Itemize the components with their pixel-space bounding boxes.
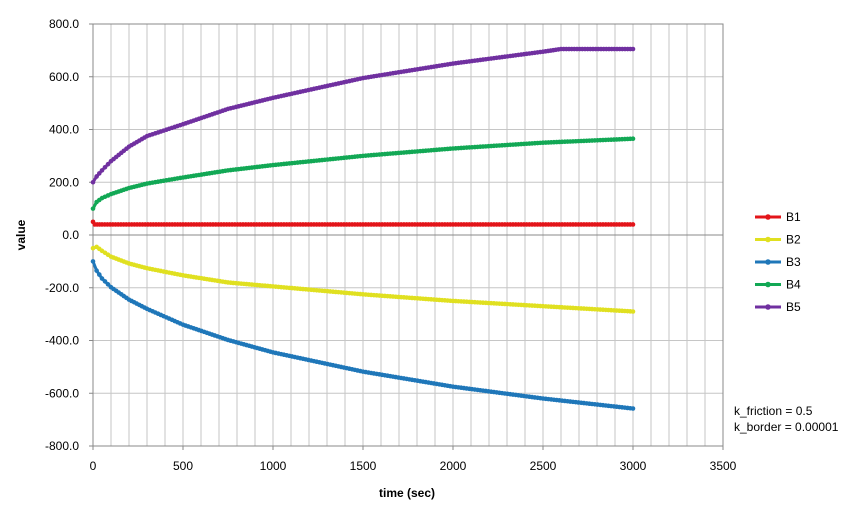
legend-swatch-marker <box>765 259 771 265</box>
data-point <box>630 309 636 314</box>
data-point <box>94 268 99 273</box>
series-b1 <box>90 219 636 227</box>
data-point <box>105 282 111 287</box>
x-tick-label: 3500 <box>710 459 737 473</box>
series-b3 <box>90 259 636 411</box>
data-point <box>99 276 105 281</box>
data-point <box>90 206 96 211</box>
legend-label: B3 <box>786 255 801 269</box>
y-tick-label: 0.0 <box>62 228 79 242</box>
x-tick-label: 1000 <box>260 459 287 473</box>
legend-item-b4: B4 <box>755 278 801 292</box>
y-axis-title: value <box>14 219 28 250</box>
x-tick-label: 3000 <box>620 459 647 473</box>
series-b2 <box>90 244 636 314</box>
legend-item-b2: B2 <box>755 233 801 247</box>
legend-label: B1 <box>786 210 801 224</box>
data-point <box>94 174 99 179</box>
legend-item-b5: B5 <box>755 300 801 314</box>
data-point <box>102 279 108 284</box>
legend-label: B5 <box>786 300 801 314</box>
y-tick-label: -400.0 <box>45 334 79 348</box>
data-point <box>90 179 96 185</box>
data-point <box>630 46 636 52</box>
y-tick-label: 800.0 <box>49 17 79 31</box>
legend-label: B4 <box>786 278 801 292</box>
chart-series <box>90 46 636 411</box>
chart-legend: B1 B2 B3 B4 B5 <box>755 210 801 314</box>
data-point <box>90 259 96 264</box>
data-point <box>630 222 636 227</box>
y-tick-label: -200.0 <box>45 281 79 295</box>
legend-swatch-marker <box>765 236 771 243</box>
k-friction-note: k_friction = 0.5 <box>734 404 813 418</box>
y-tick-label: 600.0 <box>49 70 79 84</box>
legend-item-b3: B3 <box>755 255 801 269</box>
legend-swatch-marker <box>765 281 771 288</box>
data-point <box>102 165 108 170</box>
x-tick-label: 500 <box>173 459 193 473</box>
data-point <box>97 272 102 277</box>
x-tick-label: 0 <box>90 459 97 473</box>
x-axis-title: time (sec) <box>379 486 435 500</box>
y-tick-label: 200.0 <box>49 175 79 189</box>
series-b5 <box>90 46 636 185</box>
x-tick-label: 1500 <box>350 459 377 473</box>
legend-swatch-marker <box>765 304 771 310</box>
y-tick-label: -600.0 <box>45 386 79 400</box>
series-b4 <box>90 136 636 211</box>
legend-item-b1: B1 <box>755 210 801 224</box>
data-point <box>630 136 636 142</box>
data-point <box>97 171 102 176</box>
data-point <box>105 161 111 167</box>
y-tick-label: -800.0 <box>45 439 79 453</box>
k-border-note: k_border = 0.00001 <box>734 420 839 434</box>
data-point <box>99 168 105 173</box>
legend-swatch-marker <box>765 214 771 220</box>
data-point <box>630 406 636 411</box>
x-tick-label: 2500 <box>530 459 557 473</box>
y-tick-label: 400.0 <box>49 123 79 137</box>
plot-area-border <box>92 23 724 447</box>
chart-tick-labels: 800.0 600.0 400.0 200.0 0.0 -200.0 -400.0 -600.… <box>45 17 737 473</box>
data-point <box>90 245 96 251</box>
x-tick-label: 2000 <box>440 459 467 473</box>
legend-label: B2 <box>786 233 801 247</box>
chart-gridlines <box>89 23 724 450</box>
